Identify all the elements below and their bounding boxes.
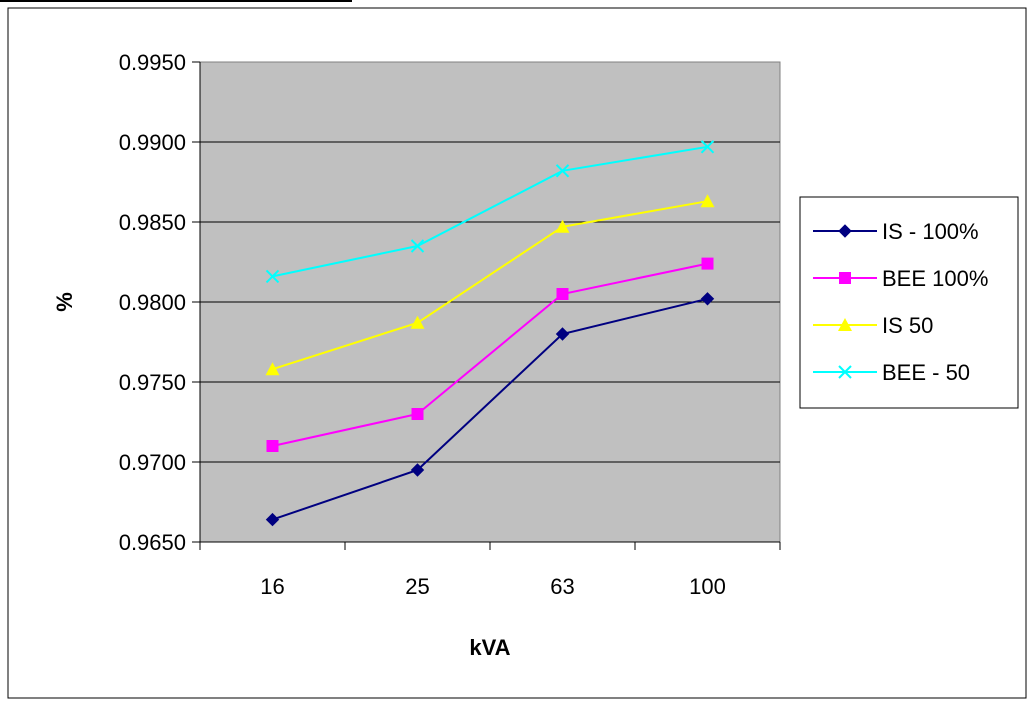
legend-label: IS - 100% [882, 219, 979, 244]
data-point-marker [410, 463, 425, 477]
series-line [272, 145, 708, 278]
marker-stroke [838, 365, 852, 379]
legend: IS - 100% BEE 100% IS 50 BEE - 50 [813, 219, 988, 385]
data-point-marker [839, 272, 851, 284]
legend-entry: BEE 100% [813, 266, 988, 291]
gridlines [200, 141, 780, 463]
y-tick-label: 0.9800 [119, 290, 186, 315]
data-point-marker [410, 239, 425, 253]
x-tick-label: 16 [260, 574, 284, 599]
legend-label: IS 50 [882, 313, 933, 338]
data-point-marker [838, 318, 852, 331]
legend-label: BEE 100% [882, 266, 988, 291]
marker-stroke [410, 239, 425, 253]
data-point-marker [555, 164, 570, 178]
x-tick-label: 25 [405, 574, 429, 599]
data-point-marker [700, 140, 715, 154]
data-point-marker [838, 365, 852, 379]
series-line [272, 200, 708, 371]
data-point-marker [556, 288, 569, 300]
y-axis-title: % [52, 292, 77, 312]
data-series [265, 140, 715, 527]
y-axis-tick-labels: 0.9650 0.9700 0.9750 0.9800 0.9850 0.9900 0.99… [119, 50, 186, 555]
series-3 [265, 194, 715, 376]
legend-entry: IS 50 [813, 313, 933, 338]
marker-stroke [555, 164, 570, 178]
data-point-marker [555, 327, 570, 341]
legend-entry: BEE - 50 [813, 360, 970, 385]
x-tick-label: 100 [689, 574, 726, 599]
marker-stroke [700, 140, 715, 154]
series-2 [266, 257, 714, 452]
x-axis-tick-labels: 16 25 63 100 [260, 574, 726, 599]
data-point-marker [410, 315, 425, 329]
data-point-marker [701, 257, 714, 270]
series-1 [265, 292, 715, 527]
legend-label: BEE - 50 [882, 360, 970, 385]
legend-entry: IS - 100% [813, 219, 979, 244]
y-tick-label: 0.9850 [119, 210, 186, 235]
x-tick-label: 63 [550, 574, 574, 599]
y-tick-label: 0.9900 [119, 130, 186, 155]
data-point-marker [266, 440, 279, 452]
marker-stroke [265, 269, 280, 284]
data-point-marker [265, 269, 280, 284]
y-tick-label: 0.9750 [119, 370, 186, 395]
data-point-marker [555, 219, 570, 233]
data-point-marker [265, 512, 280, 527]
data-point-marker [411, 408, 424, 420]
x-axis-title: kVA [469, 635, 510, 660]
series-4 [265, 140, 715, 284]
y-tick-label: 0.9950 [119, 50, 186, 75]
series-line [272, 297, 708, 521]
data-point-marker [265, 362, 280, 376]
data-point-marker [700, 292, 715, 306]
y-tick-label: 0.9700 [119, 450, 186, 475]
series-line [272, 262, 708, 447]
axes [192, 61, 781, 550]
data-point-marker [700, 194, 715, 208]
y-tick-label: 0.9650 [119, 530, 186, 555]
data-point-marker [838, 224, 852, 238]
